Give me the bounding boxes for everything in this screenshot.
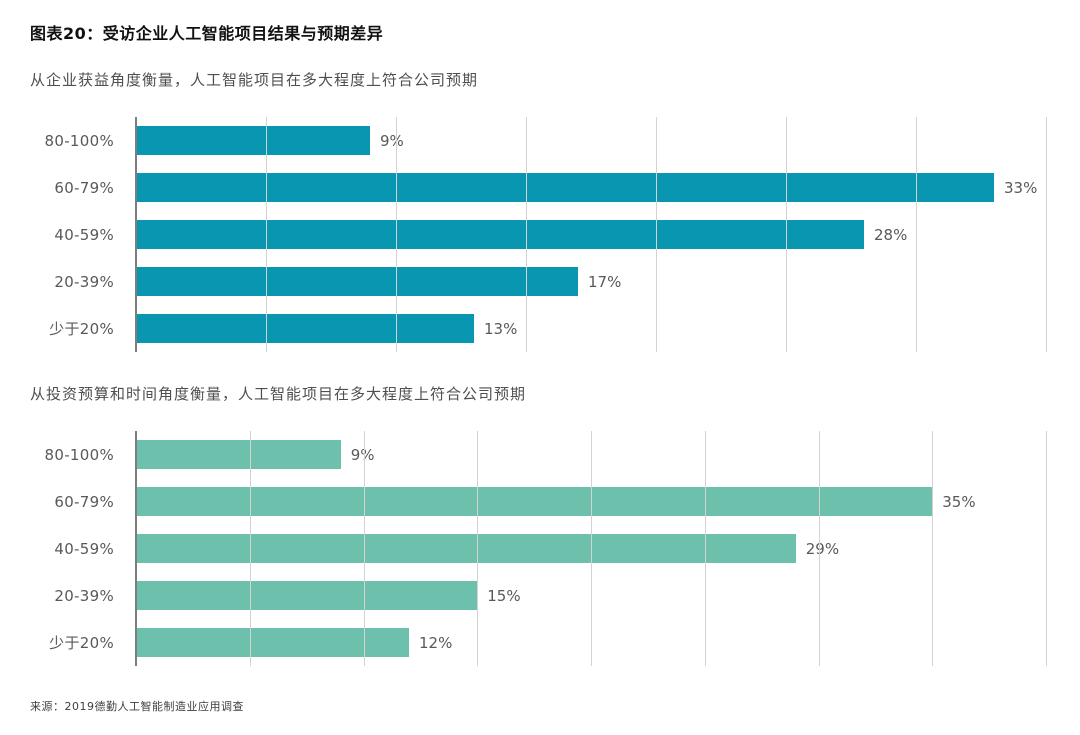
value-label: 29% [805, 539, 840, 558]
value-label: 28% [874, 225, 908, 244]
value-label: 33% [1004, 178, 1038, 197]
bar-track: 13% [136, 314, 1046, 343]
value-label: 17% [588, 272, 622, 291]
bar-row: 20-39% 17% [30, 258, 1046, 305]
bar [136, 314, 474, 343]
value-label: 35% [942, 492, 976, 511]
value-label: 13% [484, 319, 518, 338]
bar-row: 60-79% 35% [30, 478, 1046, 525]
category-label: 80-100% [44, 131, 114, 150]
bar [136, 581, 478, 610]
bar-row: 40-59% 28% [30, 211, 1046, 258]
value-label: 15% [487, 586, 521, 605]
bar-row: 20-39% 15% [30, 572, 1046, 619]
gridline-40 [1046, 431, 1047, 666]
chart2-subtitle: 从投资预算和时间角度衡量，人工智能项目在多大程度上符合公司预期 [30, 385, 527, 403]
bar [136, 628, 409, 657]
category-label: 40-59% [54, 225, 114, 244]
bar [136, 267, 578, 296]
chart-benefit-expectation: 从企业获益角度衡量，人工智能项目在多大程度上符合公司预期 80-100% 9% 60… [30, 70, 1047, 352]
category-label: 20-39% [54, 272, 114, 291]
bar-row: 少于20% 13% [30, 305, 1046, 352]
bar-track: 28% [136, 220, 1046, 249]
bar [136, 173, 994, 202]
category-label: 80-100% [44, 445, 114, 464]
source-note: 来源：2019德勤人工智能制造业应用调查 [30, 700, 244, 713]
bar-row: 80-100% 9% [30, 117, 1046, 164]
bar-track: 35% [136, 487, 1046, 516]
bar-row: 40-59% 29% [30, 525, 1046, 572]
category-label: 20-39% [54, 586, 114, 605]
category-label: 40-59% [54, 539, 114, 558]
chart2-plot: 80-100% 9% 60-79% 35% 40-59% 29% 20-39% 15% 少于20… [30, 431, 1047, 666]
category-label: 少于20% [49, 634, 114, 652]
category-label: 60-79% [54, 178, 114, 197]
value-label: 9% [380, 131, 404, 150]
value-label: 9% [350, 445, 375, 464]
chart1-subtitle: 从企业获益角度衡量，人工智能项目在多大程度上符合公司预期 [30, 71, 479, 89]
bar-track: 9% [136, 126, 1046, 155]
gridline-35 [1046, 117, 1047, 352]
bar-track: 12% [136, 628, 1046, 657]
value-label: 12% [419, 633, 453, 652]
chart1-plot: 80-100% 9% 60-79% 33% 40-59% 28% 20-39% 17% 少于20… [30, 117, 1047, 352]
bar-row: 60-79% 33% [30, 164, 1046, 211]
bar [136, 126, 370, 155]
bar-track: 29% [136, 534, 1046, 563]
bar-track: 17% [136, 267, 1046, 296]
category-label: 60-79% [54, 492, 114, 511]
bar [136, 220, 864, 249]
bar [136, 440, 341, 469]
category-label: 少于20% [49, 320, 114, 338]
bar-track: 15% [136, 581, 1046, 610]
bar-row: 少于20% 12% [30, 619, 1046, 666]
figure-title: 图表20：受访企业人工智能项目结果与预期差异 [30, 24, 384, 43]
bar-track: 9% [136, 440, 1046, 469]
bar [136, 487, 933, 516]
bar [136, 534, 796, 563]
chart-budget-time-expectation: 从投资预算和时间角度衡量，人工智能项目在多大程度上符合公司预期 80-100% 9… [30, 384, 1047, 666]
bar-row: 80-100% 9% [30, 431, 1046, 478]
bar-track: 33% [136, 173, 1046, 202]
